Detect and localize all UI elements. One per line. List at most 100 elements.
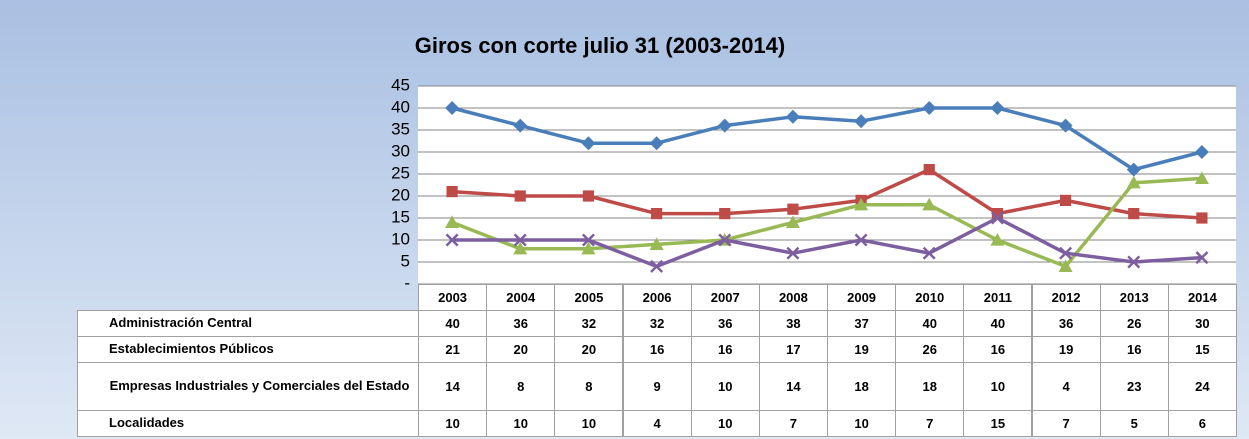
x xyxy=(786,246,800,260)
chart-title: Giros con corte julio 31 (2003-2014) xyxy=(415,33,785,58)
table-value: 8 xyxy=(486,362,556,411)
table-value: 23 xyxy=(1099,362,1169,411)
triangle xyxy=(649,237,664,250)
table-value: 19 xyxy=(1031,336,1101,363)
table-value: 36 xyxy=(486,310,556,337)
marker xyxy=(1194,171,1209,184)
marker xyxy=(990,233,1005,246)
table-value: 4 xyxy=(622,410,692,437)
table-value: 10 xyxy=(418,410,488,437)
table-value: 8 xyxy=(554,362,624,411)
category-label: 2006 xyxy=(622,284,692,311)
x xyxy=(990,211,1004,225)
legend-label: Establecimientos Públicos xyxy=(109,341,274,356)
table-value: 37 xyxy=(827,310,897,337)
series-line xyxy=(451,167,1203,220)
category-label: 2012 xyxy=(1031,284,1101,311)
diamond xyxy=(513,118,528,133)
table-value: 20 xyxy=(486,336,556,363)
table-cell xyxy=(77,310,419,337)
x xyxy=(854,233,868,247)
x xyxy=(1127,255,1141,269)
category-label: 2003 xyxy=(418,284,488,311)
diamond xyxy=(854,114,869,129)
table-value: 26 xyxy=(1099,310,1169,337)
diamond xyxy=(1126,162,1141,177)
marker xyxy=(787,203,799,215)
legend-label: Administración Central xyxy=(109,315,253,330)
table-value: 40 xyxy=(963,310,1033,337)
marker xyxy=(445,215,460,228)
marker xyxy=(1059,246,1073,260)
table-value: 14 xyxy=(418,362,488,411)
table-value: 10 xyxy=(690,410,760,437)
category-label: 2008 xyxy=(758,284,828,311)
marker xyxy=(1126,175,1141,189)
diamond xyxy=(581,136,596,151)
table-value: 10 xyxy=(827,410,897,437)
table-value: 38 xyxy=(758,310,828,337)
table-value: 21 xyxy=(418,336,488,363)
square xyxy=(991,208,1004,220)
legend-label: Localidades xyxy=(109,415,185,430)
y-tick-label: 40 xyxy=(391,97,410,116)
square xyxy=(582,190,595,202)
x xyxy=(445,233,459,247)
square xyxy=(650,208,663,220)
plot-area xyxy=(418,86,1236,284)
marker xyxy=(1058,259,1073,272)
table-value: 26 xyxy=(895,336,965,363)
category-label: 2005 xyxy=(554,284,624,311)
triangle xyxy=(1126,175,1141,189)
legend-label: Empresas Industriales y Comerciales del … xyxy=(109,378,410,393)
diamond xyxy=(649,136,664,151)
triangle xyxy=(513,241,528,255)
category-label: 2014 xyxy=(1167,284,1237,311)
table-value: 15 xyxy=(1167,336,1237,363)
table-value: 24 xyxy=(1167,362,1237,411)
table-value: 4 xyxy=(1031,362,1101,411)
marker xyxy=(513,241,528,255)
x xyxy=(1195,251,1209,265)
table-value: 20 xyxy=(554,336,624,363)
triangle xyxy=(990,233,1005,246)
table-value: 15 xyxy=(963,410,1033,437)
marker xyxy=(785,109,800,124)
diamond xyxy=(445,101,460,115)
triangle xyxy=(1058,259,1073,272)
marker xyxy=(1059,194,1072,206)
diamond xyxy=(785,109,800,124)
marker xyxy=(1058,118,1073,133)
diamond xyxy=(717,118,732,133)
x xyxy=(581,233,595,247)
diamond xyxy=(990,101,1005,115)
x xyxy=(650,259,664,273)
y-tick-label: 25 xyxy=(391,163,410,182)
table-value: 10 xyxy=(690,362,760,411)
category-label: 2013 xyxy=(1099,284,1169,311)
marker xyxy=(649,136,664,151)
x xyxy=(1059,246,1073,260)
table-value: 14 xyxy=(758,362,828,411)
marker xyxy=(581,136,596,151)
x xyxy=(922,246,936,260)
table-value: 30 xyxy=(1167,310,1237,337)
marker xyxy=(514,190,526,202)
table-cell xyxy=(77,336,419,363)
table-value: 7 xyxy=(1031,410,1101,437)
y-tick-label: - xyxy=(404,273,410,292)
table-value: 40 xyxy=(418,310,488,337)
triangle xyxy=(445,215,460,228)
square xyxy=(1196,212,1208,224)
marker xyxy=(922,197,937,211)
square xyxy=(514,190,526,202)
triangle xyxy=(854,197,869,211)
y-tick-label: 45 xyxy=(391,75,410,94)
series-line xyxy=(452,216,1203,269)
marker xyxy=(581,241,596,255)
table-value: 10 xyxy=(963,362,1033,411)
table-value: 7 xyxy=(758,410,828,437)
marker xyxy=(1195,251,1209,265)
table-value: 10 xyxy=(554,410,624,437)
